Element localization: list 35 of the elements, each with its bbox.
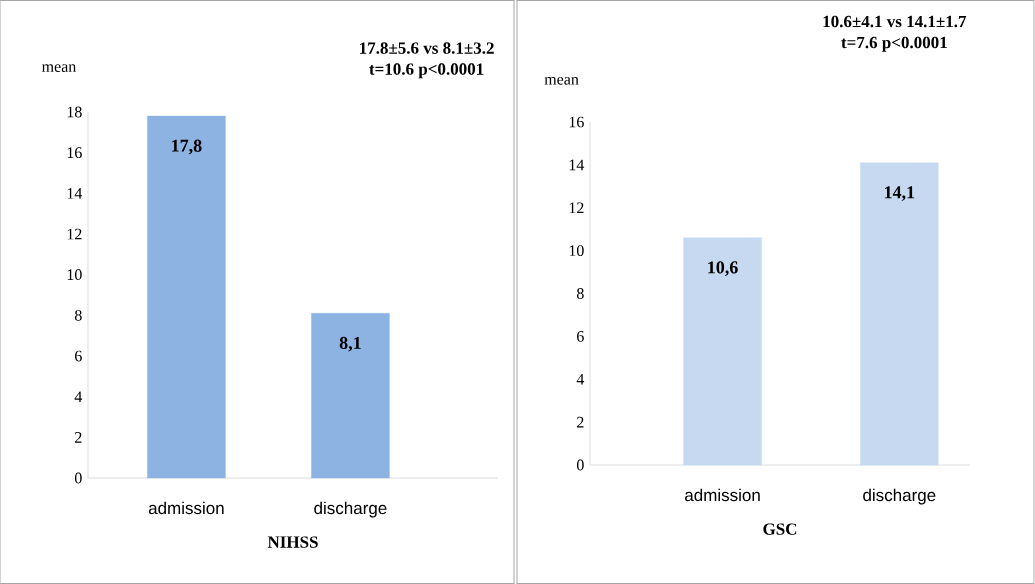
y-tick-label: 0 — [74, 472, 82, 484]
y-tick-label: 0 — [576, 459, 584, 471]
y-tick-label: 4 — [576, 373, 585, 385]
x-axis-title: NIHSS — [267, 536, 318, 548]
text: t=10.6 p<0.0001 — [369, 63, 484, 79]
data-label: 8,1 — [339, 336, 361, 352]
y-tick-label: 16 — [67, 147, 82, 159]
y-tick-label: 12 — [67, 228, 82, 240]
x-tick-label: discharge — [314, 501, 387, 518]
data-label: 14,1 — [885, 186, 915, 201]
y-tick-label: 4 — [74, 391, 83, 402]
text: 17.8±5.6 vs 8.1±3.2 — [360, 42, 494, 54]
y-tick-label: 14 — [67, 188, 83, 199]
y-tick-label: 2 — [75, 432, 82, 443]
y-axis-title: mean — [544, 76, 579, 85]
y-tick-label: 6 — [577, 331, 584, 342]
y-tick-label: 12 — [569, 202, 584, 214]
x-tick-label: discharge — [863, 488, 936, 505]
x-axis-title: GSC — [763, 523, 797, 535]
y-tick-label: 16 — [569, 116, 584, 128]
y-tick-label: 8 — [74, 309, 82, 321]
data-label: 17,8 — [172, 139, 202, 155]
y-tick-label: 8 — [576, 288, 584, 299]
data-label: 10,6 — [708, 261, 738, 277]
y-tick-label: 18 — [67, 106, 82, 118]
y-tick-label: 14 — [569, 159, 585, 171]
y-axis-title: mean — [41, 64, 77, 72]
text: 10.6±4.1 vs 14.1±1.7 — [823, 15, 967, 28]
x-tick-label: admission — [148, 501, 224, 515]
y-tick-label: 10 — [67, 269, 82, 281]
y-tick-label: 2 — [577, 416, 584, 428]
x-tick-label: admission — [685, 488, 760, 502]
y-tick-label: 6 — [75, 350, 82, 362]
y-tick-label: 10 — [569, 245, 584, 257]
text: t=7.6 p<0.0001 — [841, 36, 947, 52]
